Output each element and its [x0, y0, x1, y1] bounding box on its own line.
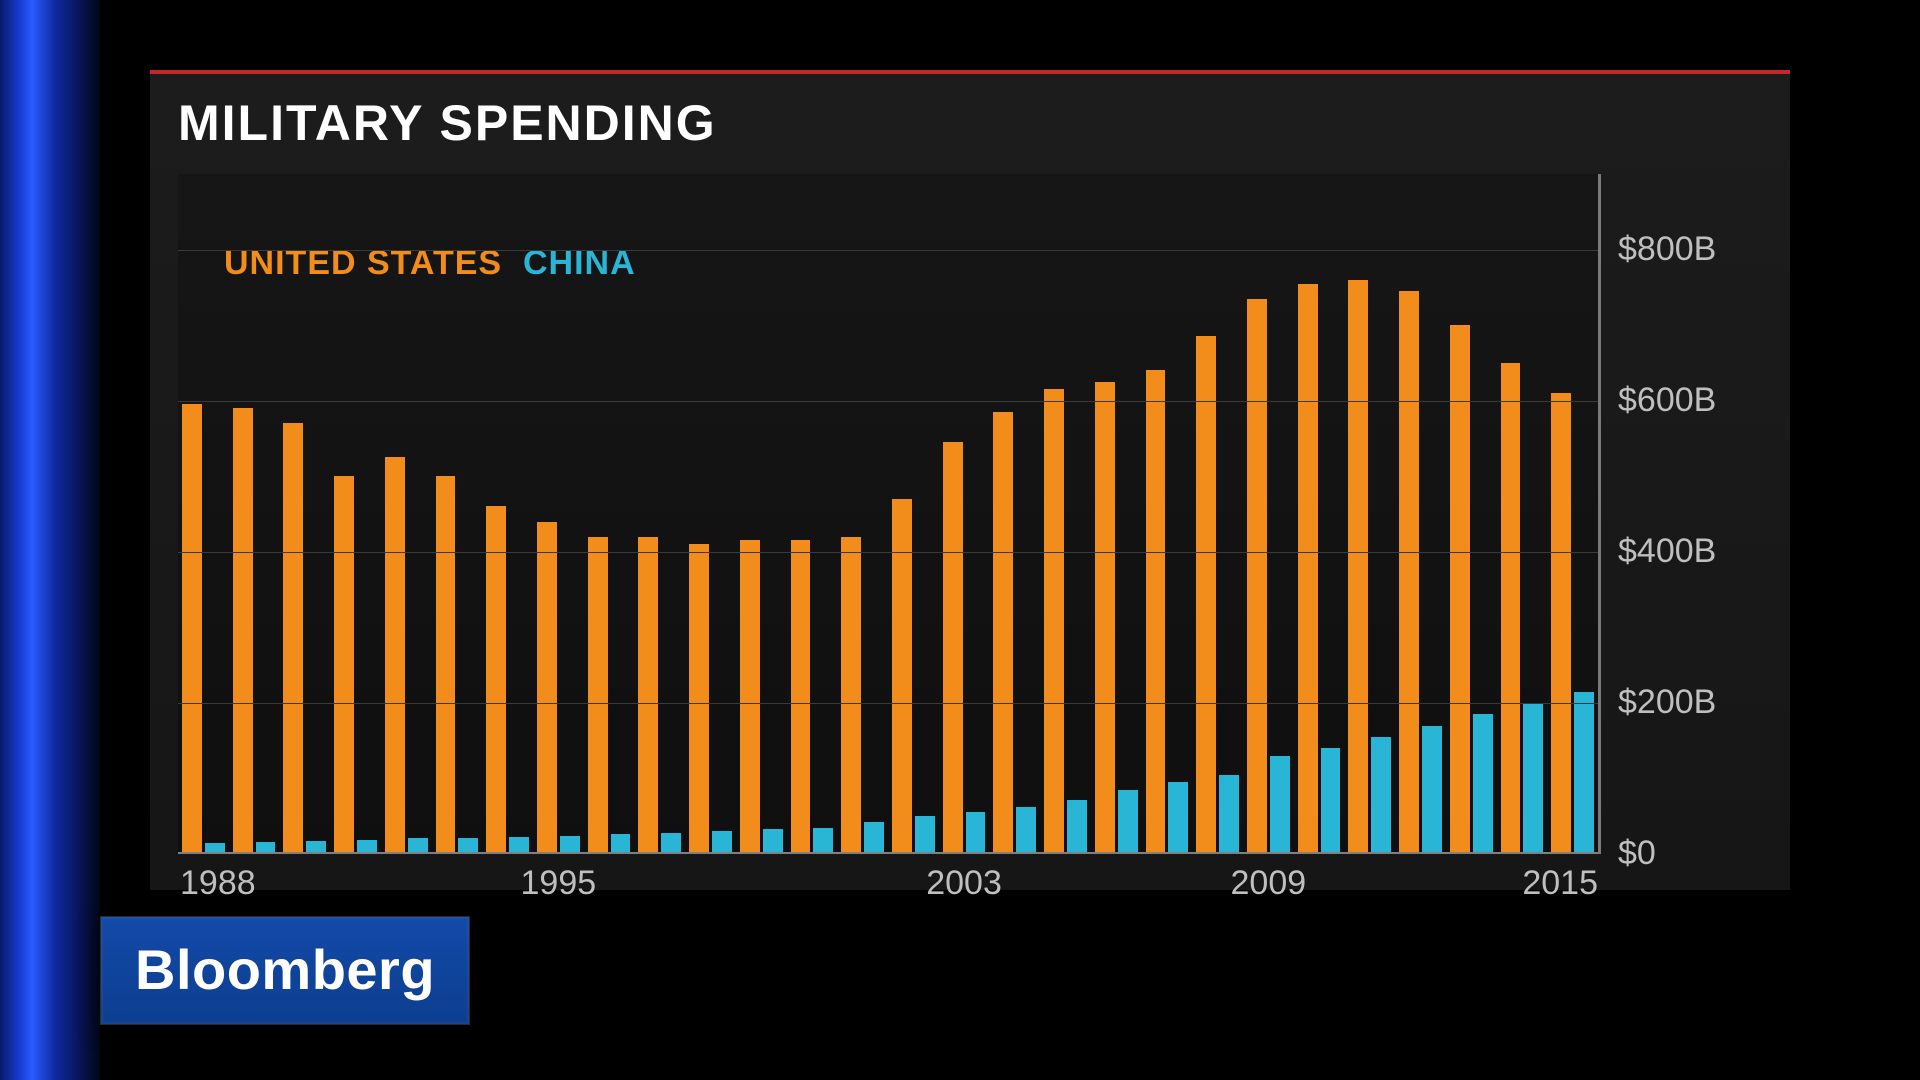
bar-us — [588, 537, 608, 854]
bloomberg-logo-badge: Bloomberg — [100, 916, 470, 1025]
bar-us — [943, 442, 963, 854]
bar-china — [1321, 748, 1341, 854]
bar-us — [334, 476, 354, 854]
bar-china — [1118, 790, 1138, 854]
bar-us — [486, 506, 506, 854]
bar-us — [233, 408, 253, 854]
bar-china — [1067, 800, 1087, 854]
x-axis-label: 1995 — [521, 864, 597, 903]
bar-us — [689, 544, 709, 854]
bar-china — [712, 831, 732, 854]
x-axis-label: 2003 — [926, 864, 1002, 903]
bar-us — [1551, 393, 1571, 854]
bar-china — [1473, 714, 1493, 854]
chart-gridline — [178, 401, 1598, 402]
stage: MILITARY SPENDING UNITED STATES CHINA $0… — [0, 0, 1920, 1080]
chart-plot-area: UNITED STATES CHINA — [178, 174, 1601, 854]
bar-us — [1450, 325, 1470, 854]
bar-us — [1146, 370, 1166, 854]
bar-china — [915, 816, 935, 854]
x-axis-label: 2015 — [1522, 864, 1598, 903]
bar-us — [1247, 299, 1267, 854]
bar-us — [537, 522, 557, 854]
bar-us — [1196, 336, 1216, 854]
bar-us — [791, 540, 811, 854]
bar-china — [966, 812, 986, 854]
left-pillar-decoration — [0, 0, 100, 1080]
bar-us — [1399, 291, 1419, 854]
y-axis-label: $800B — [1618, 230, 1716, 269]
bar-us — [283, 423, 303, 854]
bar-china — [813, 828, 833, 854]
x-axis-label: 2009 — [1231, 864, 1307, 903]
chart-baseline — [178, 852, 1598, 854]
bar-us — [1501, 363, 1521, 854]
y-axis-label: $0 — [1618, 834, 1656, 873]
bar-china — [1371, 737, 1391, 854]
bar-us — [841, 537, 861, 854]
bar-china — [1168, 782, 1188, 854]
chart-gridline — [178, 250, 1598, 251]
y-axis-label: $600B — [1618, 381, 1716, 420]
bar-china — [1270, 756, 1290, 854]
y-axis-label: $200B — [1618, 683, 1716, 722]
bar-us — [436, 476, 456, 854]
bar-china — [864, 822, 884, 854]
chart-bars-layer — [178, 174, 1598, 854]
bar-china — [1016, 807, 1036, 854]
bar-china — [763, 829, 783, 854]
bar-us — [993, 412, 1013, 854]
bar-us — [1348, 280, 1368, 854]
bar-china — [1219, 775, 1239, 854]
bar-us — [1044, 389, 1064, 854]
chart-gridline — [178, 703, 1598, 704]
bar-china — [1523, 703, 1543, 854]
x-axis-label: 1988 — [180, 864, 256, 903]
chart-panel: MILITARY SPENDING UNITED STATES CHINA $0… — [150, 70, 1790, 890]
bloomberg-logo-text: Bloomberg — [135, 938, 435, 1001]
bar-us — [638, 537, 658, 854]
bar-us — [385, 457, 405, 854]
bar-china — [1422, 726, 1442, 854]
bar-us — [1095, 382, 1115, 854]
bar-us — [1298, 284, 1318, 854]
bar-china — [1574, 692, 1594, 854]
y-axis-label: $400B — [1618, 532, 1716, 571]
bar-us — [740, 540, 760, 854]
chart-gridline — [178, 552, 1598, 553]
panel-title: MILITARY SPENDING — [178, 94, 717, 152]
bar-us — [182, 404, 202, 854]
bar-china — [661, 833, 681, 854]
